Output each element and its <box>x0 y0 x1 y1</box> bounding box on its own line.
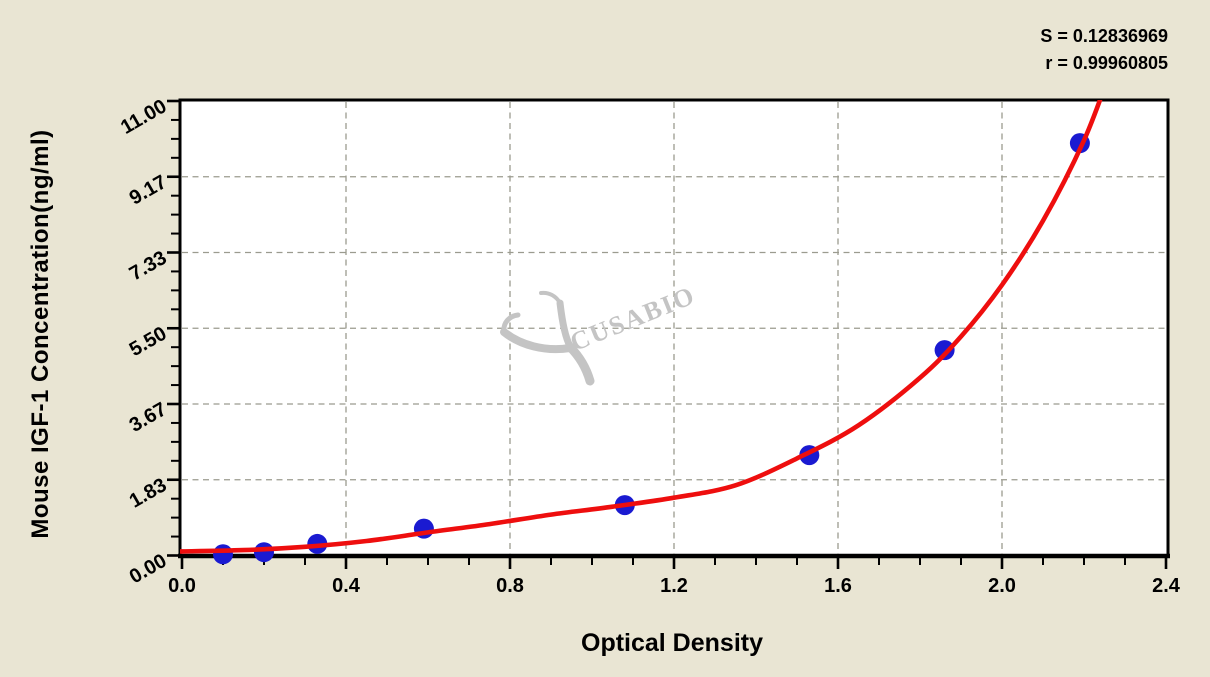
data-point <box>934 340 955 361</box>
data-point <box>213 544 233 565</box>
x-tick-label: 1.2 <box>660 575 688 597</box>
x-tick-label: 0.0 <box>168 575 196 597</box>
fit-curve <box>180 100 1103 554</box>
y-tick-label: 5.50 <box>126 323 171 362</box>
y-tick-label: 7.33 <box>126 247 171 286</box>
x-axis-title: Optical Density <box>581 629 763 657</box>
fit-statistics: S = 0.12836969 r = 0.99960805 <box>1040 23 1168 77</box>
y-tick-label: 1.83 <box>126 474 171 513</box>
x-tick-label: 0.8 <box>496 575 524 597</box>
y-axis-title: Mouse IGF-1 Concentration(ng/ml) <box>27 129 54 539</box>
y-tick-label: 9.17 <box>126 171 171 210</box>
x-tick-label: 1.6 <box>824 575 852 597</box>
y-tick-label: 0.00 <box>126 550 171 589</box>
x-tick-label: 2.4 <box>1152 575 1181 597</box>
x-tick-label: 2.0 <box>988 575 1016 597</box>
fit-stat-r: r = 0.99960805 <box>1045 53 1168 73</box>
cusabio-antibody-logo-icon <box>500 290 595 386</box>
y-tick-label: 3.67 <box>126 398 171 437</box>
data-point <box>254 542 274 563</box>
y-tick-label: 11.00 <box>117 95 170 139</box>
fit-stat-s: S = 0.12836969 <box>1040 26 1168 46</box>
x-tick-label: 0.4 <box>332 575 361 597</box>
